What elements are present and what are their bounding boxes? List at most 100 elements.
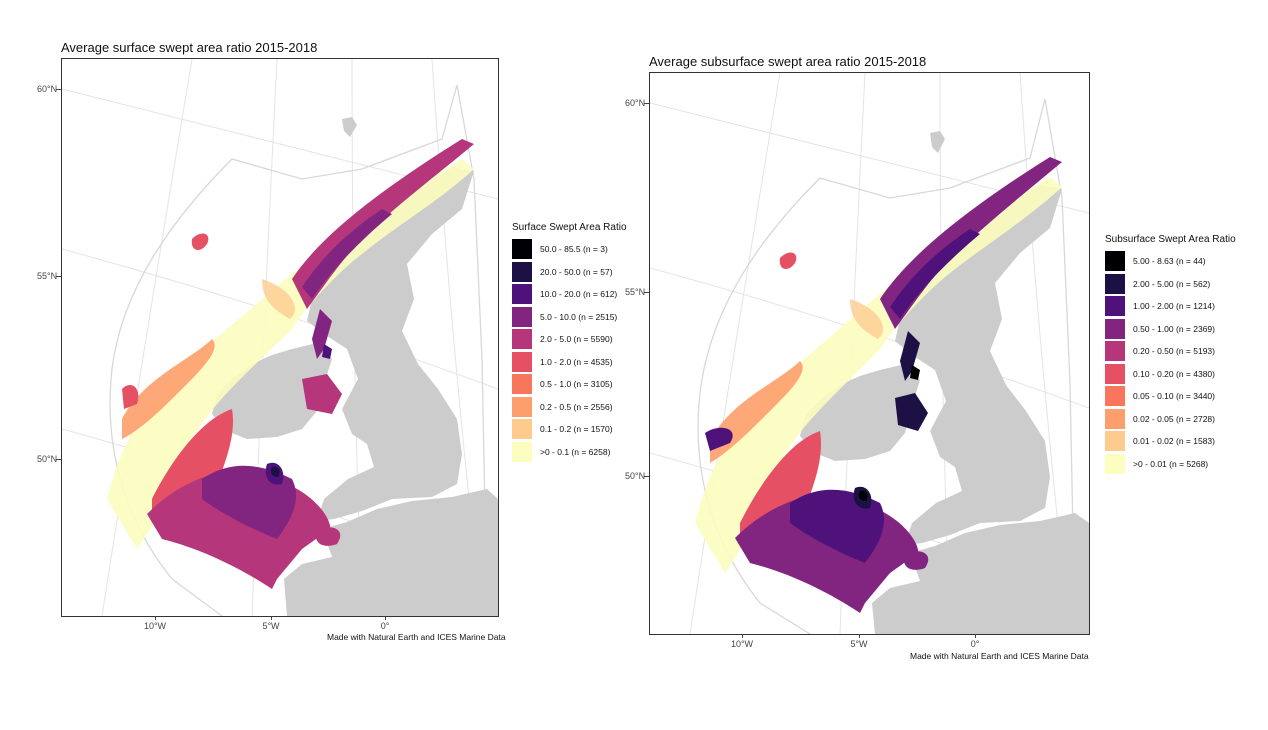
legend-swatch — [1105, 318, 1125, 339]
legend-item: 5.00 - 8.63 (n = 44) — [1105, 250, 1236, 273]
lat-label-60: 60°N — [37, 84, 58, 94]
lat-label-55: 55°N — [37, 271, 58, 281]
lat-tick — [644, 103, 649, 104]
legend-label: 0.1 - 0.2 (n = 1570) — [540, 424, 613, 435]
lon-tick — [975, 634, 976, 638]
legend-swatch — [512, 306, 532, 327]
legend-label: >0 - 0.1 (n = 6258) — [540, 446, 611, 457]
legend-label: 0.2 - 0.5 (n = 2556) — [540, 401, 613, 412]
lat-label-60: 60°N — [625, 98, 646, 108]
map-svg — [650, 73, 1089, 634]
legend-item: >0 - 0.1 (n = 6258) — [512, 441, 627, 464]
legend-swatch — [512, 329, 532, 350]
legend-swatch — [1105, 251, 1125, 272]
legend-swatch — [512, 396, 532, 417]
legend-label: 1.0 - 2.0 (n = 4535) — [540, 356, 613, 367]
legend-item: 0.2 - 0.5 (n = 2556) — [512, 396, 627, 419]
legend-swatch — [1105, 431, 1125, 452]
lon-label-10w: 10°W — [730, 639, 754, 649]
ireland — [212, 343, 332, 439]
legend-item: 0.02 - 0.05 (n = 2728) — [1105, 408, 1236, 431]
legend-swatch — [512, 261, 532, 282]
legend-item: 20.0 - 50.0 (n = 57) — [512, 261, 627, 284]
legend-swatch — [1105, 453, 1125, 474]
legend-swatch — [1105, 386, 1125, 407]
map-area — [61, 58, 499, 617]
legend-swatch — [512, 441, 532, 462]
legend-swatch — [512, 374, 532, 395]
legend-label: 1.00 - 2.00 (n = 1214) — [1133, 301, 1215, 312]
shetland — [930, 131, 945, 153]
legend-label: 0.02 - 0.05 (n = 2728) — [1133, 413, 1215, 424]
lon-tick — [859, 634, 860, 638]
legend-item: 1.0 - 2.0 (n = 4535) — [512, 351, 627, 374]
map-title: Average subsurface swept area ratio 2015… — [649, 54, 927, 69]
lon-label-0: 0° — [380, 621, 390, 631]
france — [284, 489, 498, 616]
legend-label: 2.00 - 5.00 (n = 562) — [1133, 278, 1211, 289]
legend-swatch — [1105, 296, 1125, 317]
legend-swatch — [512, 284, 532, 305]
legend: Surface Swept Area Ratio 50.0 - 85.5 (n … — [512, 222, 627, 463]
shetland — [342, 117, 357, 137]
ireland — [800, 364, 920, 461]
lat-label-50: 50°N — [37, 454, 58, 464]
legend-item: 0.50 - 1.00 (n = 2369) — [1105, 318, 1236, 341]
legend-item: 2.00 - 5.00 (n = 562) — [1105, 273, 1236, 296]
legend-items: 5.00 - 8.63 (n = 44) 2.00 - 5.00 (n = 562… — [1105, 250, 1236, 475]
legend-item: 2.0 - 5.0 (n = 5590) — [512, 328, 627, 351]
legend-swatch — [512, 419, 532, 440]
legend-item: 5.0 - 10.0 (n = 2515) — [512, 306, 627, 329]
legend-item: >0 - 0.01 (n = 5268) — [1105, 453, 1236, 476]
lat-tick — [56, 276, 61, 277]
legend-item: 10.0 - 20.0 (n = 612) — [512, 283, 627, 306]
legend-item: 0.05 - 0.10 (n = 3440) — [1105, 385, 1236, 408]
legend-item: 0.20 - 0.50 (n = 5193) — [1105, 340, 1236, 363]
legend: Subsurface Swept Area Ratio 5.00 - 8.63 … — [1105, 234, 1236, 475]
map-svg — [62, 59, 498, 616]
legend-label: 0.05 - 0.10 (n = 3440) — [1133, 391, 1215, 402]
legend-items: 50.0 - 85.5 (n = 3) 20.0 - 50.0 (n = 57) 1… — [512, 238, 627, 463]
lon-tick — [385, 616, 386, 620]
lon-tick — [271, 616, 272, 620]
legend-item: 0.1 - 0.2 (n = 1570) — [512, 418, 627, 441]
legend-label: 50.0 - 85.5 (n = 3) — [540, 244, 608, 255]
map-title: Average surface swept area ratio 2015-20… — [61, 40, 318, 55]
legend-label: 5.00 - 8.63 (n = 44) — [1133, 256, 1206, 267]
legend-item: 0.01 - 0.02 (n = 1583) — [1105, 430, 1236, 453]
map-caption: Made with Natural Earth and ICES Marine … — [910, 651, 1089, 661]
map-area — [649, 72, 1090, 635]
legend-swatch — [1105, 341, 1125, 362]
legend-label: 5.0 - 10.0 (n = 2515) — [540, 311, 618, 322]
legend-item: 1.00 - 2.00 (n = 1214) — [1105, 295, 1236, 318]
lon-tick — [742, 634, 743, 638]
legend-label: 0.5 - 1.0 (n = 3105) — [540, 379, 613, 390]
lon-label-5w: 5°W — [262, 621, 280, 631]
legend-label: 0.10 - 0.20 (n = 4380) — [1133, 368, 1215, 379]
legend-label: 10.0 - 20.0 (n = 612) — [540, 289, 618, 300]
lon-label-10w: 10°W — [143, 621, 167, 631]
lat-label-55: 55°N — [625, 287, 646, 297]
swept-area-layer — [695, 157, 1062, 613]
legend-item: 0.10 - 0.20 (n = 4380) — [1105, 363, 1236, 386]
swept-area-layer — [107, 139, 474, 589]
lat-tick — [644, 292, 649, 293]
lon-label-5w: 5°W — [850, 639, 868, 649]
legend-title: Subsurface Swept Area Ratio — [1105, 234, 1236, 245]
lat-tick — [56, 459, 61, 460]
lat-tick — [56, 89, 61, 90]
legend-item: 50.0 - 85.5 (n = 3) — [512, 238, 627, 261]
lat-label-50: 50°N — [625, 471, 646, 481]
lon-tick — [155, 616, 156, 620]
lat-tick — [644, 476, 649, 477]
legend-item: 0.5 - 1.0 (n = 3105) — [512, 373, 627, 396]
legend-label: 2.0 - 5.0 (n = 5590) — [540, 334, 613, 345]
legend-swatch — [1105, 363, 1125, 384]
legend-swatch — [1105, 273, 1125, 294]
france — [872, 513, 1089, 634]
legend-label: 0.01 - 0.02 (n = 1583) — [1133, 436, 1215, 447]
legend-label: >0 - 0.01 (n = 5268) — [1133, 458, 1209, 469]
legend-swatch — [512, 239, 532, 260]
legend-label: 0.50 - 1.00 (n = 2369) — [1133, 323, 1215, 334]
legend-label: 20.0 - 50.0 (n = 57) — [540, 266, 613, 277]
